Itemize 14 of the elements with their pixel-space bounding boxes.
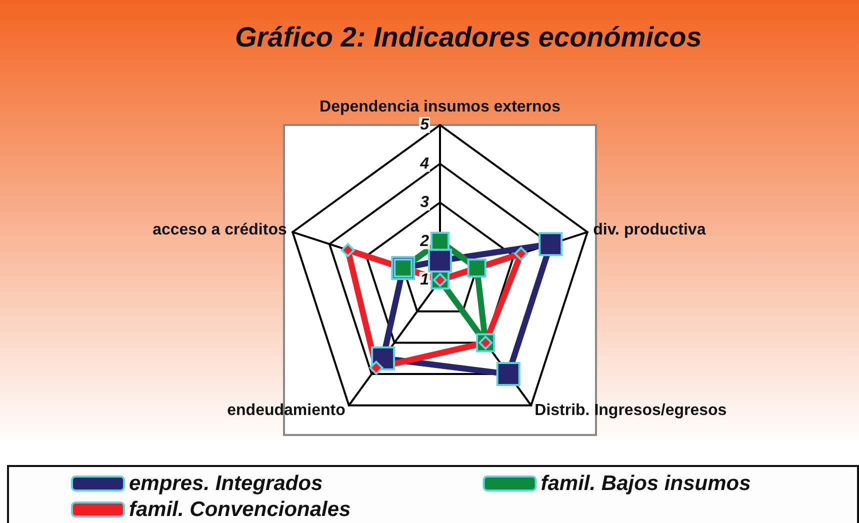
spoke-label: Distrib. Ingresos/egresos xyxy=(534,402,727,419)
spoke-label: Dependencia insumos externos xyxy=(320,98,561,116)
y-tick-label: 5 xyxy=(420,116,430,134)
y-tick-label: 1 xyxy=(420,272,430,288)
y-tick-label: 4 xyxy=(419,155,430,172)
chart-title: Gráfico 2: Indicadores económicos xyxy=(235,22,702,52)
legend-label: famil. Convencionales xyxy=(129,498,351,521)
spoke-label: endeudamiento xyxy=(227,402,346,419)
spoke-label: acceso a créditos xyxy=(152,222,287,239)
spoke-label: div. productiva xyxy=(593,222,706,239)
y-tick-label: 2 xyxy=(419,232,430,250)
legend-label: famil. Bajos insumos xyxy=(540,472,751,495)
y-tick-label: 3 xyxy=(420,194,430,211)
legend-label: empres. Integrados xyxy=(129,472,323,495)
